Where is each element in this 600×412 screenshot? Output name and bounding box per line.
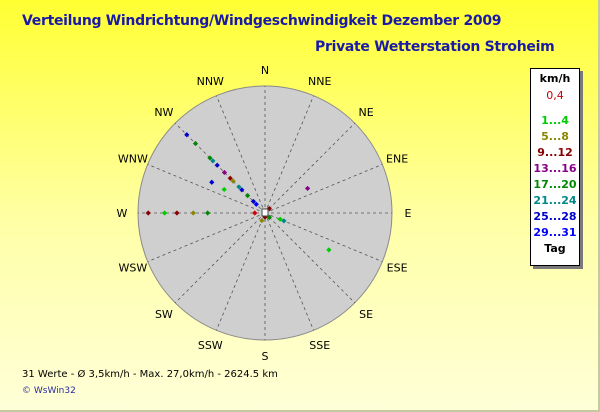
wind-point [174,210,180,216]
wind-point [230,178,236,184]
chart-subtitle: Private Wetterstation Stroheim [315,39,555,55]
software-credit: © WsWin32 [22,386,76,396]
wind-point [304,185,311,192]
direction-label: NNW [197,75,224,88]
wind-point [205,210,211,216]
legend: km/h 0,4 1...4 5...8 9...12 13...16 17...20 21… [530,68,580,266]
direction-label: SSW [198,339,223,352]
wind-point [162,210,168,216]
direction-label: NNE [308,75,331,88]
direction-label: ESE [387,262,408,275]
direction-label: W [117,207,128,220]
direction-label: WNW [118,152,148,165]
legend-item: 13...16 [533,162,577,175]
direction-label: ENE [386,152,408,165]
wind-point [190,210,196,216]
wind-point [281,218,287,224]
wind-point [245,193,251,199]
legend-item: 25...28 [533,210,577,223]
legend-day-label: Tag [544,242,566,255]
legend-item: 1...4 [541,114,569,127]
wind-point [236,184,242,190]
legend-item: 21...24 [533,194,577,207]
chart-title: Verteilung Windrichtung/Windgeschwindigk… [22,13,502,29]
wind-point [227,175,233,181]
direction-label: E [405,207,412,220]
wind-point [207,155,213,161]
wind-point [210,158,216,164]
calm-marker [261,208,269,217]
wind-point [209,179,215,185]
direction-label: SE [359,308,373,321]
direction-label: S [262,350,269,363]
wind-point [214,162,220,168]
wind-point [259,217,265,224]
wind-point [250,198,257,205]
direction-label: SSE [309,339,330,352]
wind-point [253,201,259,207]
direction-label: WSW [119,262,148,275]
wind-point [277,216,283,222]
wind-point [221,169,228,176]
direction-label: NW [154,106,173,119]
wind-point [184,132,190,138]
legend-item: 17...20 [533,178,577,191]
wind-point [239,187,245,193]
legend-item: 29...31 [533,226,577,239]
legend-item: 9...12 [537,146,573,159]
direction-label: N [261,64,269,77]
direction-label: SW [155,308,173,321]
direction-label: NE [359,106,374,119]
legend-unit: km/h [539,72,571,85]
legend-item: 5...8 [541,130,569,143]
wind-point [145,210,151,216]
stats-summary: 31 Werte - Ø 3,5km/h - Max. 27,0km/h - 2… [22,369,278,380]
legend-item: 0,4 [546,89,564,102]
wind-point [252,210,258,216]
wind-point [192,140,199,147]
wind-point [326,247,332,253]
wind-point [221,186,227,193]
